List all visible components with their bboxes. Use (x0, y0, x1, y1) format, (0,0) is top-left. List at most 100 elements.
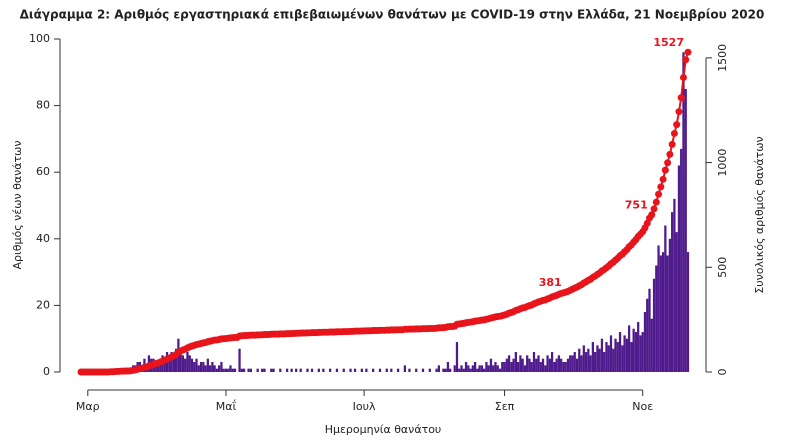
x-tick-label: Μαΐ (216, 399, 237, 413)
bar (598, 348, 601, 372)
bar (541, 358, 545, 372)
line-point (673, 121, 681, 129)
bar (437, 365, 440, 372)
bar (641, 332, 644, 372)
bar (548, 358, 551, 372)
bar (317, 368, 320, 372)
y-tick-label: 20 (36, 298, 50, 311)
line-point (684, 48, 692, 56)
bar (603, 352, 606, 372)
bar (564, 362, 567, 372)
bar (580, 355, 583, 372)
bar (650, 318, 653, 372)
bar (390, 368, 393, 372)
bar (492, 365, 495, 372)
bar (673, 198, 676, 372)
bar (279, 368, 282, 372)
bar (444, 368, 447, 372)
bar (256, 368, 259, 372)
bar (462, 368, 465, 372)
bar (607, 345, 610, 372)
bar (218, 365, 221, 372)
bar (473, 362, 477, 372)
line-point (682, 56, 690, 64)
line-point (652, 198, 660, 206)
bar (578, 348, 581, 372)
bar (193, 362, 196, 372)
bar (211, 362, 214, 372)
bar (652, 278, 656, 372)
bar (485, 362, 488, 372)
bar (385, 368, 388, 372)
line-point (664, 159, 672, 167)
bar (156, 362, 160, 372)
bar (449, 368, 452, 372)
bar (227, 368, 230, 372)
bar (625, 338, 628, 372)
bar (480, 365, 484, 372)
bar (609, 335, 613, 372)
bar (575, 358, 579, 372)
bar (618, 332, 622, 372)
bar (566, 358, 570, 372)
line-point (643, 219, 651, 227)
bar (208, 365, 212, 372)
bar (476, 368, 479, 372)
bar (233, 368, 237, 372)
line-point (657, 183, 665, 191)
line-point (666, 150, 674, 158)
bar (270, 368, 273, 372)
bar (546, 355, 549, 372)
bar (682, 52, 685, 372)
bar (675, 232, 678, 372)
bar (623, 335, 626, 372)
annotation: 381 (539, 276, 562, 289)
bar (671, 212, 674, 372)
bar (643, 312, 647, 372)
bar (555, 358, 558, 372)
bar (612, 348, 615, 372)
bar (573, 352, 576, 372)
x-tick-label: Μαρ (76, 400, 100, 413)
bar (596, 345, 599, 372)
bar (247, 368, 250, 372)
bar (528, 358, 531, 372)
bar (396, 368, 400, 372)
bar (616, 342, 619, 372)
line-point (668, 140, 676, 148)
bar (365, 368, 368, 372)
bar (213, 365, 216, 372)
bar (378, 368, 382, 372)
bar (428, 368, 431, 372)
y-tick-label: 40 (36, 232, 50, 245)
bar (238, 348, 241, 372)
bar (349, 368, 352, 372)
x-tick-label: Σεπ (495, 400, 515, 413)
bar (589, 355, 592, 372)
bar (195, 358, 198, 372)
chart-title: Διάγραμμα 2: Αριθμός εργαστηριακά επιβεβ… (20, 8, 765, 22)
bar (181, 355, 185, 372)
y2-tick-label: 0 (716, 369, 729, 376)
bar (220, 362, 223, 372)
bar (659, 255, 662, 372)
bar (446, 362, 450, 372)
x-axis-label: Ημερομηνία θανάτου (325, 423, 442, 436)
bar (684, 88, 687, 372)
bar (204, 365, 207, 372)
bar (168, 358, 171, 372)
bar (614, 338, 617, 372)
line-point (661, 166, 669, 174)
bar (519, 355, 522, 372)
bar (505, 358, 508, 372)
bar (224, 368, 228, 372)
bar (510, 362, 513, 372)
bar (661, 252, 665, 372)
bar (655, 265, 658, 372)
bar (526, 355, 529, 372)
bar (514, 352, 517, 372)
bar (197, 365, 200, 372)
bar (188, 355, 191, 372)
bar (557, 355, 561, 372)
y-axis-label: Αριθμός νέων θανάτων (11, 141, 24, 270)
